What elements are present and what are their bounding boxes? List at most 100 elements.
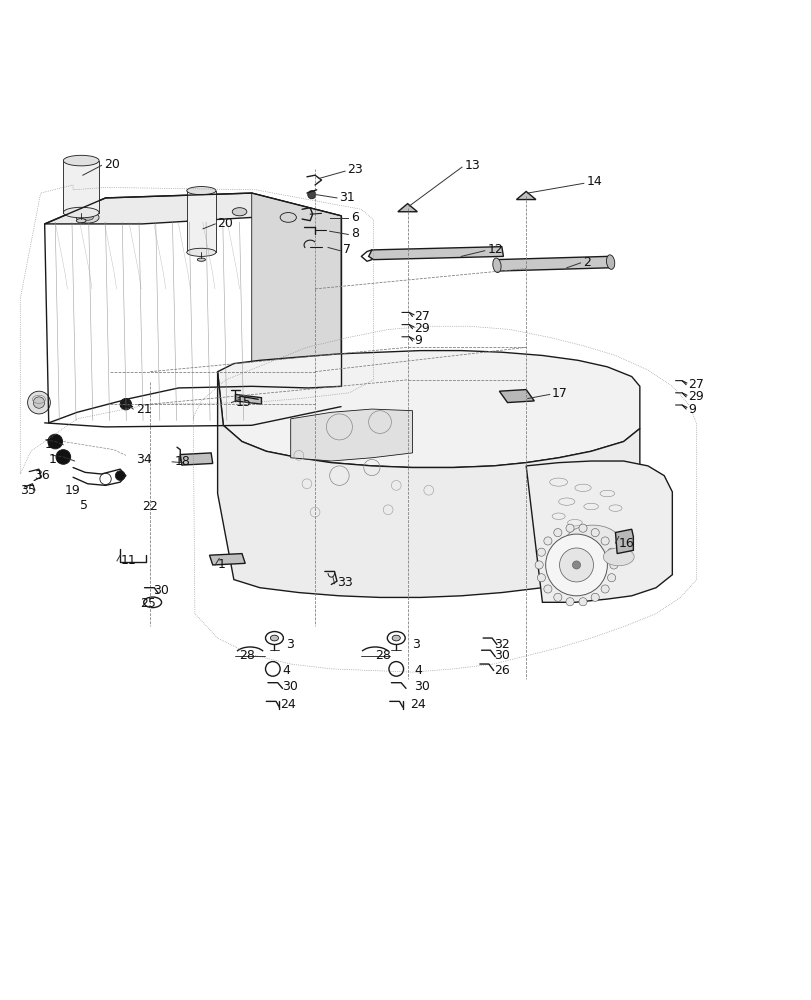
- Text: 24: 24: [280, 698, 295, 711]
- Circle shape: [578, 598, 586, 606]
- Text: 13: 13: [464, 159, 479, 172]
- Text: 7: 7: [342, 243, 350, 256]
- Polygon shape: [45, 193, 341, 224]
- Text: 10: 10: [45, 438, 61, 451]
- Polygon shape: [397, 204, 417, 212]
- Text: 6: 6: [350, 211, 358, 224]
- Text: 23: 23: [347, 163, 363, 176]
- Polygon shape: [495, 256, 610, 271]
- Text: 24: 24: [410, 698, 425, 711]
- Polygon shape: [526, 461, 672, 602]
- Ellipse shape: [232, 208, 247, 216]
- Polygon shape: [217, 351, 639, 468]
- Text: 20: 20: [217, 217, 234, 230]
- Text: 11: 11: [120, 554, 135, 567]
- Circle shape: [543, 537, 551, 545]
- Text: 29: 29: [688, 390, 703, 403]
- Text: 30: 30: [282, 680, 298, 693]
- Text: 15: 15: [235, 396, 251, 409]
- Text: 27: 27: [688, 378, 704, 391]
- Circle shape: [590, 593, 599, 601]
- Circle shape: [572, 561, 580, 569]
- Text: 35: 35: [20, 484, 36, 497]
- Text: 28: 28: [239, 649, 255, 662]
- Polygon shape: [217, 372, 639, 597]
- Circle shape: [600, 537, 608, 545]
- Circle shape: [537, 548, 545, 556]
- Text: 29: 29: [414, 322, 429, 335]
- Text: 36: 36: [34, 469, 49, 482]
- Circle shape: [543, 585, 551, 593]
- Text: 21: 21: [136, 403, 152, 416]
- Text: 9: 9: [688, 403, 696, 416]
- Ellipse shape: [606, 255, 614, 269]
- Polygon shape: [209, 554, 245, 565]
- Ellipse shape: [63, 155, 99, 166]
- Text: 4: 4: [414, 664, 422, 677]
- Circle shape: [609, 561, 617, 569]
- Text: 27: 27: [414, 310, 430, 323]
- Circle shape: [600, 585, 608, 593]
- Ellipse shape: [492, 258, 500, 273]
- Polygon shape: [251, 386, 361, 409]
- Ellipse shape: [270, 635, 278, 641]
- Ellipse shape: [392, 635, 400, 641]
- Ellipse shape: [63, 207, 99, 218]
- Circle shape: [545, 534, 607, 596]
- Circle shape: [56, 450, 71, 464]
- Ellipse shape: [76, 212, 99, 223]
- Text: 4: 4: [282, 664, 290, 677]
- Circle shape: [537, 574, 545, 582]
- Text: 1: 1: [217, 558, 225, 571]
- Text: 28: 28: [375, 649, 391, 662]
- Text: 8: 8: [350, 227, 358, 240]
- Ellipse shape: [603, 548, 633, 566]
- Circle shape: [115, 471, 125, 481]
- Circle shape: [607, 574, 615, 582]
- Text: 30: 30: [152, 584, 169, 597]
- Text: 20: 20: [104, 158, 120, 171]
- Circle shape: [28, 391, 50, 414]
- Text: 17: 17: [551, 387, 568, 400]
- Circle shape: [48, 434, 62, 449]
- Polygon shape: [499, 390, 534, 403]
- Circle shape: [565, 598, 573, 606]
- Text: 31: 31: [339, 191, 354, 204]
- Text: 32: 32: [493, 638, 508, 651]
- Text: 34: 34: [136, 453, 152, 466]
- Text: 25: 25: [139, 597, 156, 610]
- Circle shape: [590, 529, 599, 537]
- Polygon shape: [290, 409, 412, 461]
- Polygon shape: [63, 161, 99, 213]
- Text: 26: 26: [493, 664, 508, 677]
- Ellipse shape: [187, 187, 216, 195]
- Polygon shape: [187, 191, 216, 252]
- Text: 14: 14: [586, 175, 601, 188]
- Text: 5: 5: [79, 499, 88, 512]
- Text: 16: 16: [618, 537, 633, 550]
- Text: 30: 30: [493, 649, 509, 662]
- Ellipse shape: [280, 213, 296, 222]
- Circle shape: [565, 524, 573, 532]
- Text: 3: 3: [285, 638, 294, 651]
- Circle shape: [33, 397, 45, 408]
- Text: 2: 2: [582, 256, 590, 269]
- Circle shape: [553, 593, 561, 601]
- Text: 3: 3: [412, 638, 420, 651]
- Circle shape: [559, 548, 593, 582]
- Polygon shape: [180, 453, 212, 465]
- Text: 10: 10: [49, 453, 65, 466]
- Circle shape: [120, 399, 131, 410]
- Polygon shape: [235, 394, 261, 404]
- Polygon shape: [368, 247, 503, 260]
- Polygon shape: [516, 191, 535, 200]
- Polygon shape: [251, 193, 341, 386]
- Ellipse shape: [564, 525, 620, 559]
- Ellipse shape: [197, 258, 205, 261]
- Ellipse shape: [187, 248, 216, 256]
- Text: 18: 18: [174, 455, 191, 468]
- Text: 19: 19: [65, 484, 80, 497]
- Circle shape: [553, 529, 561, 537]
- Circle shape: [307, 191, 315, 199]
- Circle shape: [534, 561, 543, 569]
